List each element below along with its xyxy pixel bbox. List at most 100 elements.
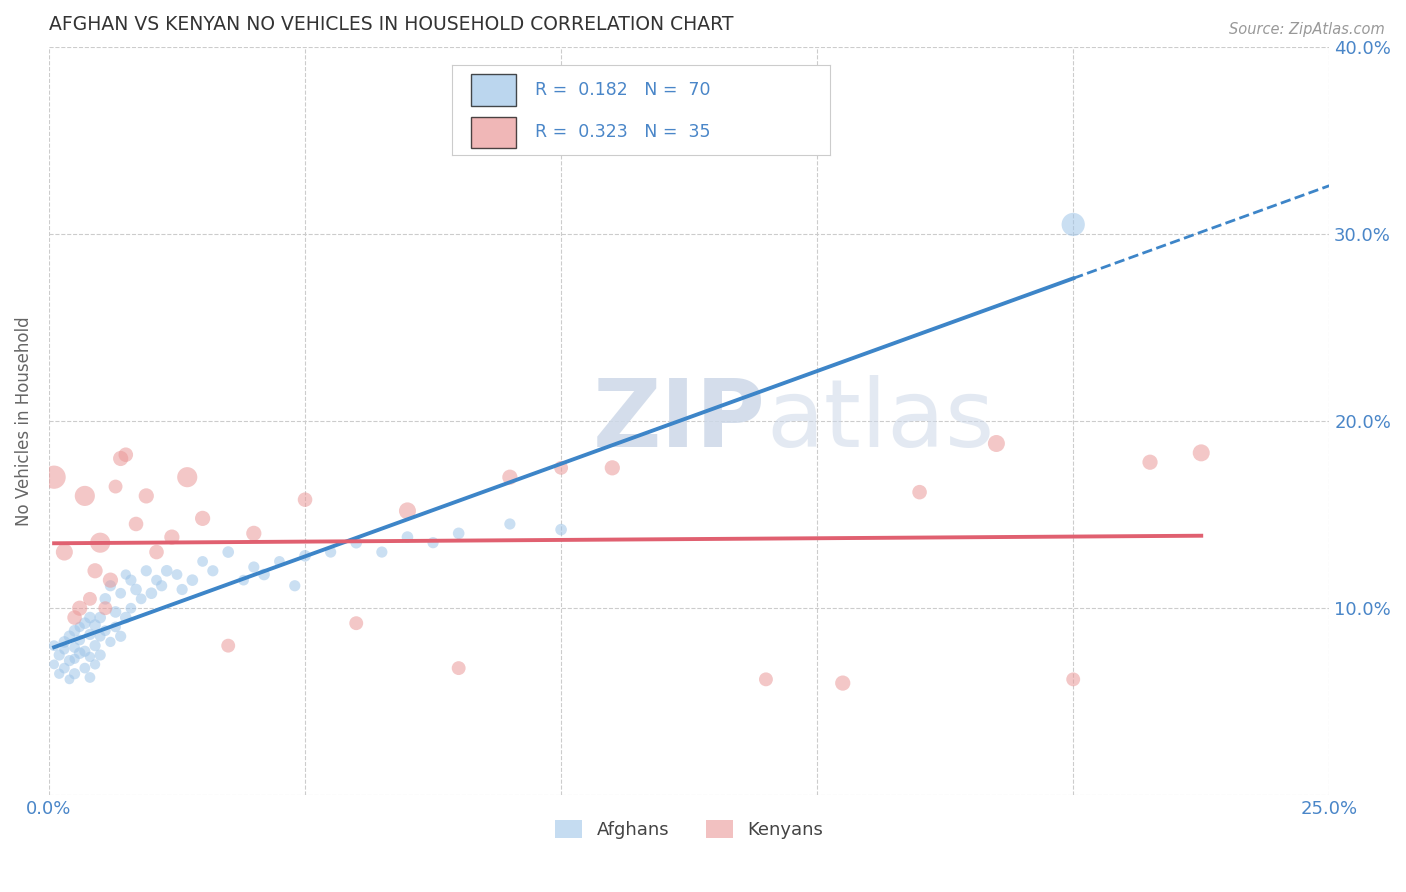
Point [135,489,157,503]
Point [53,545,76,559]
Point [232,573,254,587]
Point [145,573,167,587]
Point [344,535,367,549]
Point [284,579,307,593]
Point [69,633,91,648]
Point [499,470,522,484]
Point [79,591,101,606]
Point [217,545,239,559]
Point [110,586,132,600]
Point [53,661,76,675]
Point [114,610,136,624]
Point [319,545,342,559]
Point [294,549,316,563]
Point [129,591,152,606]
Point [84,564,107,578]
Point [986,436,1008,450]
Point [1062,673,1084,687]
Point [58,673,80,687]
Point [79,649,101,664]
Text: atlas: atlas [766,375,994,467]
Point [1139,455,1161,469]
Point [831,676,853,690]
Point [69,620,91,634]
Point [94,624,117,638]
Point [253,567,276,582]
Point [156,564,179,578]
Legend: Afghans, Kenyans: Afghans, Kenyans [548,813,830,847]
Point [104,620,127,634]
Point [176,470,198,484]
Point [42,657,65,672]
Point [160,530,183,544]
Text: ZIP: ZIP [593,375,766,467]
Point [1189,446,1212,460]
Y-axis label: No Vehicles in Household: No Vehicles in Household [15,317,32,526]
Text: Source: ZipAtlas.com: Source: ZipAtlas.com [1229,22,1385,37]
Point [396,530,419,544]
Point [94,591,117,606]
Point [294,492,316,507]
Point [84,639,107,653]
Point [73,661,96,675]
Point [172,582,194,597]
Point [100,579,122,593]
Point [89,535,111,549]
Point [63,610,86,624]
Point [550,460,572,475]
Point [447,526,470,541]
Point [120,573,142,587]
Point [422,535,444,549]
Point [120,601,142,615]
Point [217,639,239,653]
Point [73,489,96,503]
Point [114,567,136,582]
Point [1062,218,1084,232]
Point [243,526,266,541]
Point [145,545,167,559]
Point [63,640,86,655]
Point [114,448,136,462]
Point [447,661,470,675]
Point [84,618,107,632]
Point [104,605,127,619]
Point [84,657,107,672]
Point [110,629,132,643]
Point [181,573,204,587]
Point [79,610,101,624]
Point [63,652,86,666]
Point [755,673,778,687]
Point [58,654,80,668]
Point [48,648,70,662]
Point [73,644,96,658]
Point [166,567,188,582]
Point [344,616,367,631]
Point [396,504,419,518]
Point [125,516,148,531]
Point [110,451,132,466]
Point [150,579,173,593]
Point [89,629,111,643]
Point [191,554,214,568]
Point [79,627,101,641]
Point [499,516,522,531]
Point [42,470,65,484]
Point [371,545,394,559]
Point [104,479,127,493]
Point [100,635,122,649]
Point [63,624,86,638]
Point [100,573,122,587]
Point [191,511,214,525]
Point [79,671,101,685]
Point [58,629,80,643]
Point [89,648,111,662]
Point [89,610,111,624]
Point [53,635,76,649]
Point [550,523,572,537]
Point [73,616,96,631]
Point [243,560,266,574]
Point [135,564,157,578]
Point [53,642,76,657]
Point [63,666,86,681]
Text: AFGHAN VS KENYAN NO VEHICLES IN HOUSEHOLD CORRELATION CHART: AFGHAN VS KENYAN NO VEHICLES IN HOUSEHOL… [49,15,734,34]
